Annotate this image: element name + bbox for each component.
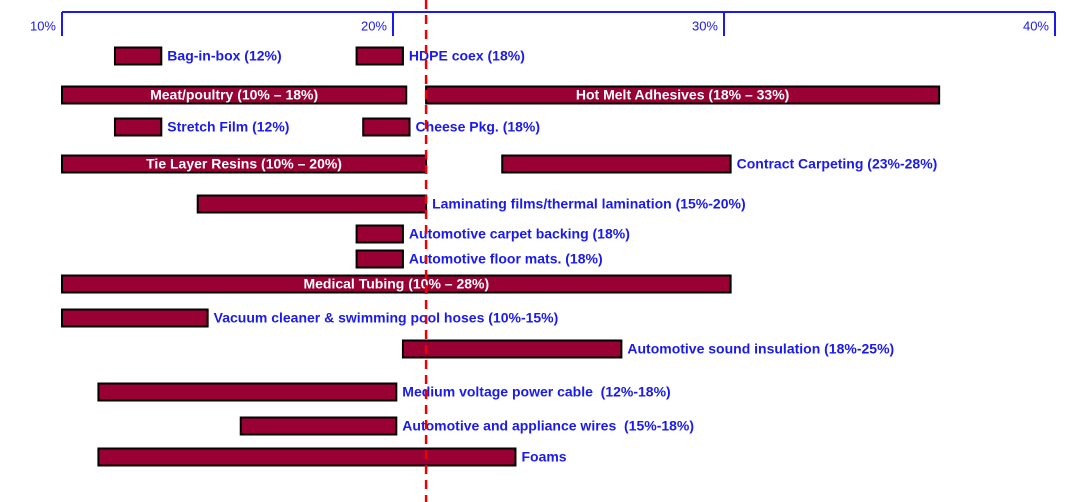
range-bar	[501, 154, 732, 174]
range-bar	[239, 416, 398, 436]
bar-label: Medium voltage power cable (12%-18%)	[402, 384, 670, 400]
range-bar	[355, 249, 404, 269]
range-bar	[97, 382, 398, 402]
x-tick-label: 20%	[361, 18, 387, 33]
bar-label: Tie Layer Resins (10% – 20%)	[146, 156, 342, 172]
x-tick-label: 30%	[692, 18, 718, 33]
x-tick-label: 40%	[1023, 18, 1049, 33]
bar-label: Medical Tubing (10% – 28%)	[303, 276, 489, 292]
range-bar	[355, 46, 404, 66]
bar-label: Automotive floor mats. (18%)	[409, 251, 603, 267]
range-bar	[61, 154, 428, 174]
bar-label: Stretch Film (12%)	[167, 119, 289, 135]
bar-label: Cheese Pkg. (18%)	[416, 119, 541, 135]
bar-label: HDPE coex (18%)	[409, 48, 525, 64]
bar-label: Bag-in-box (12%)	[167, 48, 281, 64]
range-bar	[401, 339, 623, 359]
bar-label: Contract Carpeting (23%-28%)	[737, 156, 938, 172]
bar-label: Laminating films/thermal lamination (15%…	[432, 196, 746, 212]
bar-label: Hot Melt Adhesives (18% – 33%)	[576, 87, 789, 103]
range-bar	[97, 447, 517, 467]
range-bar	[113, 117, 163, 137]
bar-label: Automotive carpet backing (18%)	[409, 226, 630, 242]
range-bar	[113, 46, 163, 66]
range-bar	[355, 224, 404, 244]
x-tick-label: 10%	[30, 18, 56, 33]
bar-label: Foams	[521, 449, 566, 465]
bar-label: Automotive and appliance wires (15%-18%)	[402, 418, 694, 434]
range-bar	[61, 85, 408, 105]
bar-label: Meat/poultry (10% – 18%)	[150, 87, 318, 103]
bar-label: Vacuum cleaner & swimming pool hoses (10…	[214, 310, 559, 326]
range-bar	[61, 308, 209, 328]
range-bar	[362, 117, 411, 137]
range-bar	[61, 274, 732, 294]
bar-label: Automotive sound insulation (18%-25%)	[627, 341, 894, 357]
range-bar	[196, 194, 428, 214]
